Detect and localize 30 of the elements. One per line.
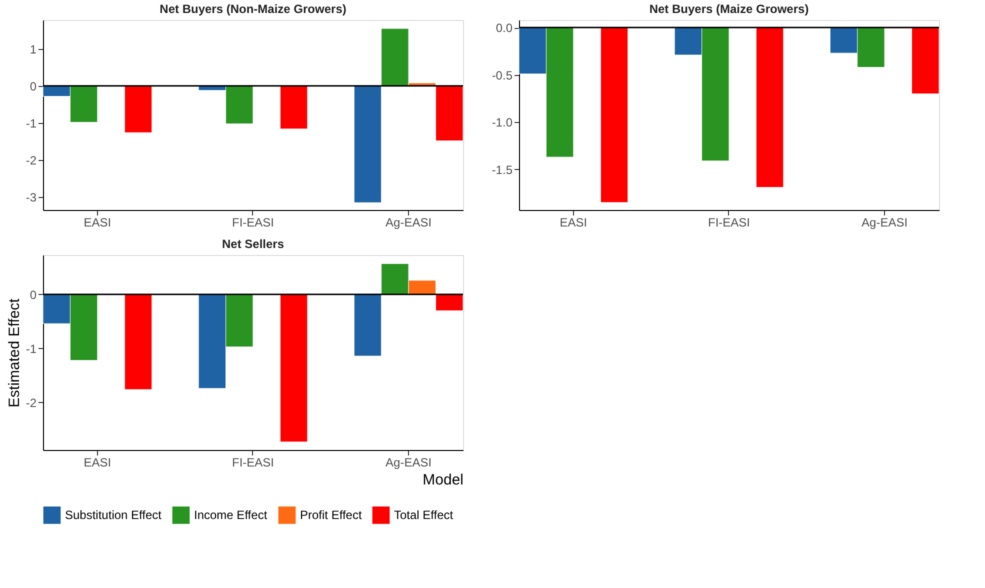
legend-label: Total Effect [394, 508, 454, 522]
x-tick-label: Ag-EASI [862, 216, 908, 230]
legend-label: Substitution Effect [65, 508, 162, 522]
y-tick-label: -0.5 [492, 68, 513, 82]
y-tick-label: 0.0 [496, 21, 513, 36]
y-tick-label: -2 [26, 396, 37, 410]
y-tick-label: -1 [26, 116, 37, 130]
x-tick-label: Ag-EASI [386, 216, 432, 230]
legend-label: Income Effect [194, 508, 268, 522]
x-tick-label: Ag-EASI [386, 456, 432, 470]
y-tick-label: -1.0 [492, 116, 513, 130]
x-axis-title: Model [422, 472, 464, 488]
y-tick-label: 0 [30, 288, 37, 302]
y-tick-label: 0 [30, 79, 37, 94]
y-tick-label: -3 [26, 190, 37, 205]
legend-label: Profit Effect [300, 508, 362, 522]
y-tick-label: 1 [30, 42, 37, 56]
y-tick-label: -1.5 [492, 162, 513, 177]
x-tick-label: FI-EASI [232, 456, 274, 470]
chart-title: Net Sellers [222, 237, 284, 251]
x-tick-label: FI-EASI [708, 216, 750, 230]
y-tick-label: -1 [26, 342, 37, 356]
chart-title: Net Buyers (Non-Maize Growers) [160, 2, 346, 16]
x-tick-label: FI-EASI [232, 216, 274, 230]
x-tick-label: EASI [84, 456, 112, 470]
chart-title: Net Buyers (Maize Growers) [649, 2, 809, 16]
y-axis-title: Estimated Effect [6, 298, 23, 408]
x-tick-label: EASI [84, 216, 112, 230]
x-tick-label: EASI [560, 216, 588, 230]
y-tick-label: -2 [26, 154, 37, 168]
